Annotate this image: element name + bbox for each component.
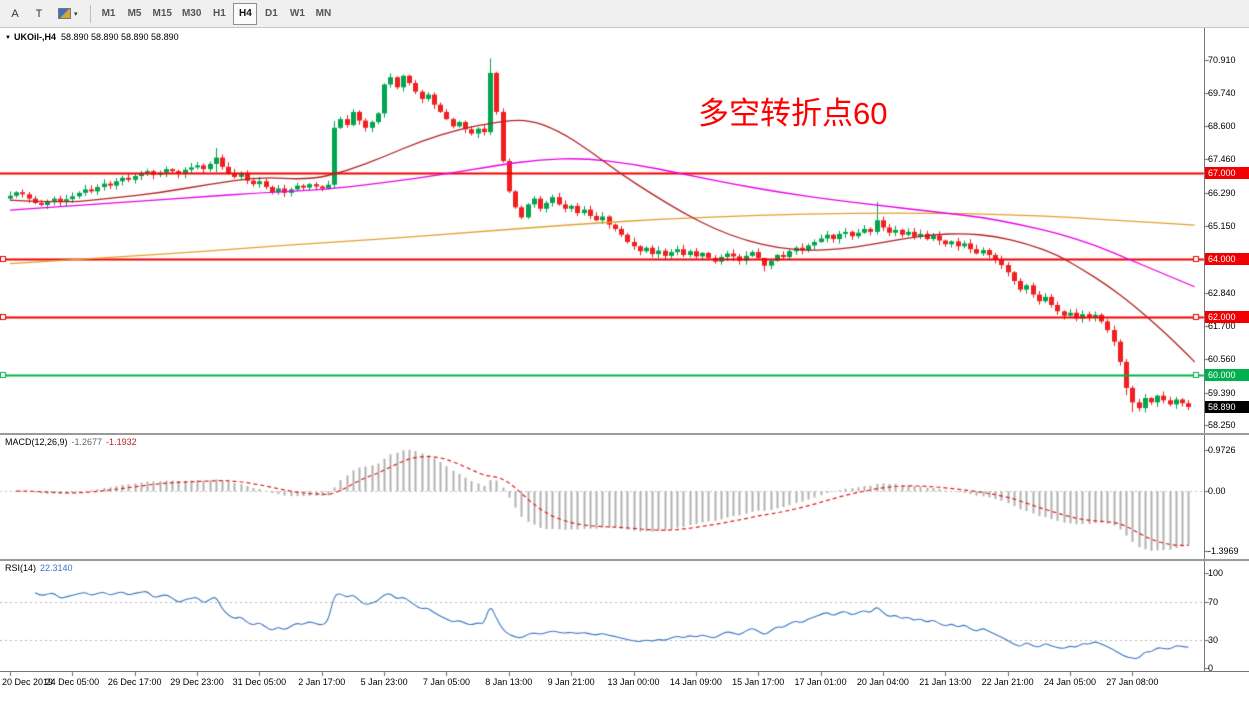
toolbar-separator xyxy=(89,4,91,23)
macd-axis-label: 0.9726 xyxy=(1208,444,1236,455)
time-axis-label: 14 Jan 09:00 xyxy=(669,677,722,687)
hline-price-tag: 64.000 xyxy=(1205,253,1249,266)
macd-panel-label: MACD(12,26,9) -1.2677 -1.1932 xyxy=(5,437,141,447)
macd-axis-label: -1.3969 xyxy=(1208,545,1239,556)
price-axis-label: 70.910 xyxy=(1208,54,1236,65)
palette-icon xyxy=(58,8,71,19)
pointer-tool-button[interactable]: A xyxy=(4,2,26,25)
chevron-down-icon: ▾ xyxy=(74,10,78,18)
rsi-axis-label: 0 xyxy=(1208,663,1214,674)
time-axis-label: 24 Jan 05:00 xyxy=(1043,677,1096,687)
time-axis-label: 21 Jan 13:00 xyxy=(919,677,972,687)
price-axis-label: 60.560 xyxy=(1208,353,1236,364)
time-axis-label: 17 Jan 01:00 xyxy=(794,677,847,687)
rsi-axis-label: 100 xyxy=(1208,568,1224,578)
macd-signal-value: -1.1932 xyxy=(106,437,137,447)
timeframe-button-m30[interactable]: M30 xyxy=(177,2,206,25)
time-axis-label: 7 Jan 05:00 xyxy=(422,677,470,687)
price-axis-label: 59.390 xyxy=(1208,387,1236,398)
time-axis-label: 22 Jan 21:00 xyxy=(981,677,1034,687)
timeframe-button-mn[interactable]: MN xyxy=(311,2,336,25)
timeframe-button-h4[interactable]: H4 xyxy=(233,2,258,25)
hline-price-tag: 67.000 xyxy=(1205,166,1249,179)
rsi-axis-label: 30 xyxy=(1208,634,1219,645)
price-axis-label: 69.740 xyxy=(1208,88,1236,99)
price-axis-border xyxy=(1204,28,1205,671)
chart-ohlc-values: 58.890 58.890 58.890 58.890 xyxy=(60,32,179,42)
toolbar: A T ▾ M1 M5 M15 M30 H1 H4 D1 W1 MN xyxy=(0,0,1249,28)
draw-style-dropdown[interactable]: ▾ xyxy=(52,2,84,25)
panel-divider-rsi[interactable] xyxy=(0,559,1249,561)
time-axis-label: 20 Jan 04:00 xyxy=(856,677,909,687)
hline-price-tag: 62.000 xyxy=(1205,311,1249,324)
time-axis-label: 31 Dec 05:00 xyxy=(232,677,287,687)
macd-axis-label: 0.00 xyxy=(1208,486,1226,497)
timeframe-button-h1[interactable]: H1 xyxy=(207,2,232,25)
time-axis-label: 2 Jan 17:00 xyxy=(298,677,346,687)
time-axis-label: 5 Jan 23:00 xyxy=(360,677,408,687)
timeframe-button-d1[interactable]: D1 xyxy=(259,2,284,25)
time-axis-label: 26 Dec 17:00 xyxy=(107,677,162,687)
rsi-indicator-name: RSI(14) xyxy=(5,563,37,573)
price-axis-label: 61.700 xyxy=(1208,320,1236,331)
timeframe-button-m15[interactable]: M15 xyxy=(148,2,176,25)
chart-annotation-text: 多空转折点60 xyxy=(698,96,888,131)
price-axis-label: 66.290 xyxy=(1208,188,1236,199)
current-price-tag: 58.890 xyxy=(1205,400,1249,413)
time-axis-label: 15 Jan 17:00 xyxy=(732,677,785,687)
macd-indicator-name: MACD(12,26,9) xyxy=(5,437,68,447)
time-axis-label: 29 Dec 23:00 xyxy=(170,677,224,687)
text-tool-button[interactable]: T xyxy=(28,2,50,25)
timeframe-button-w1[interactable]: W1 xyxy=(285,2,310,25)
hline-price-tag: 60.000 xyxy=(1205,368,1249,381)
time-axis-label: 13 Jan 00:00 xyxy=(607,677,660,687)
chart-symbol-label: UKOil-,H4 xyxy=(13,32,56,42)
price-axis-label: 62.840 xyxy=(1208,287,1236,298)
timeframe-button-m1[interactable]: M1 xyxy=(96,2,121,25)
time-axis-label: 27 Jan 08:00 xyxy=(1106,677,1159,687)
time-axis-label: 24 Dec 05:00 xyxy=(45,677,100,687)
macd-main-value: -1.2677 xyxy=(71,437,103,447)
price-axis-label: 58.250 xyxy=(1208,420,1236,431)
timeframe-button-m5[interactable]: M5 xyxy=(122,2,147,25)
price-axis-label: 68.600 xyxy=(1208,121,1236,132)
time-axis-label: 20 Dec 2019 xyxy=(2,677,54,687)
price-axis-label: 65.150 xyxy=(1208,221,1236,232)
time-axis-border xyxy=(0,671,1249,672)
chart-title: ▼ UKOil-,H4 58.890 58.890 58.890 58.890 xyxy=(5,32,179,42)
price-axis-label: 67.460 xyxy=(1208,154,1236,165)
rsi-panel-label: RSI(14) 22.3140 xyxy=(5,563,77,573)
timeframe-group: M1 M5 M15 M30 H1 H4 D1 W1 MN xyxy=(96,2,337,25)
time-axis-label: 8 Jan 13:00 xyxy=(485,677,533,687)
collapse-triangle-icon[interactable]: ▼ xyxy=(5,35,11,41)
rsi-value: 22.3140 xyxy=(40,563,73,573)
rsi-axis-label: 70 xyxy=(1208,596,1219,607)
time-axis-label: 9 Jan 21:00 xyxy=(547,677,595,687)
panel-divider-macd[interactable] xyxy=(0,433,1249,435)
